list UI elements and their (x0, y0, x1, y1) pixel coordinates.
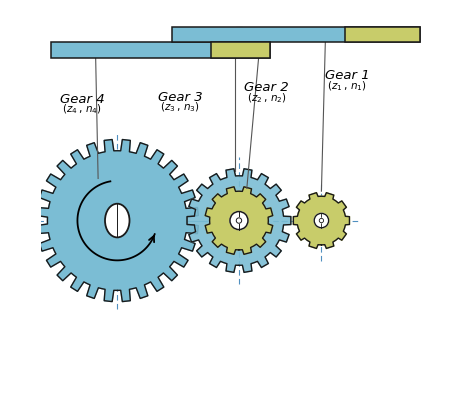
Circle shape (236, 218, 242, 223)
Circle shape (319, 218, 324, 223)
Text: Gear 3: Gear 3 (158, 91, 202, 104)
Bar (345, 27, 419, 41)
Polygon shape (293, 193, 349, 249)
Text: $(z_2\,,\,n_2)$: $(z_2\,,\,n_2)$ (246, 91, 286, 105)
Polygon shape (36, 139, 198, 301)
Ellipse shape (105, 204, 129, 238)
Bar (172, 27, 419, 41)
Polygon shape (205, 187, 273, 255)
Text: Gear 4: Gear 4 (60, 93, 104, 106)
Circle shape (314, 213, 328, 228)
Bar (236, 27, 242, 41)
Bar (51, 41, 270, 58)
Polygon shape (187, 169, 291, 272)
Circle shape (230, 212, 248, 230)
Bar (211, 41, 270, 58)
Text: $(z_4\,,\,n_4)$: $(z_4\,,\,n_4)$ (62, 103, 102, 116)
Text: $(z_3\,,\,n_3)$: $(z_3\,,\,n_3)$ (160, 101, 200, 114)
Text: $(z_1\,,\,n_1)$: $(z_1\,,\,n_1)$ (327, 79, 367, 93)
Text: Gear 1: Gear 1 (325, 69, 369, 82)
Text: Gear 2: Gear 2 (244, 81, 289, 94)
